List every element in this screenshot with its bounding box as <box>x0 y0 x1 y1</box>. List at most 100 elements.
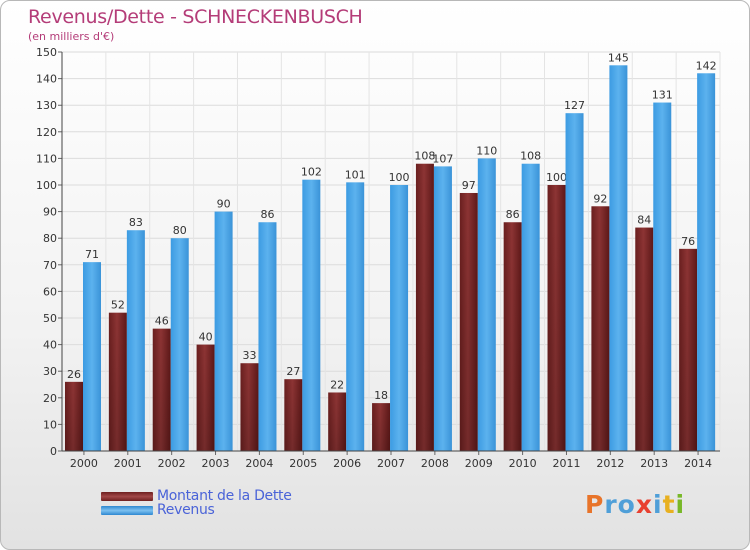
bar-debt-shade <box>591 206 610 451</box>
data-label-debt: 27 <box>286 365 300 378</box>
bar-revenue <box>302 179 321 451</box>
bar-revenue <box>565 113 584 452</box>
x-tick-label: 2013 <box>640 457 668 470</box>
x-tick-label: 2004 <box>245 457 273 470</box>
bar-revenue <box>346 182 365 451</box>
data-label-revenue: 71 <box>85 248 99 261</box>
data-label-debt: 76 <box>681 235 695 248</box>
data-label-revenue: 100 <box>389 171 410 184</box>
bar-debt-shade <box>152 328 171 451</box>
x-tick-label: 2002 <box>158 457 186 470</box>
y-tick-label: 90 <box>43 206 57 219</box>
y-tick-label: 10 <box>43 418 57 431</box>
legend-label-revenue: Revenus <box>157 502 215 518</box>
legend-label-debt: Montant de la Dette <box>157 488 292 504</box>
data-label-debt: 84 <box>637 214 651 227</box>
bar-revenue <box>258 222 277 451</box>
y-tick-label: 100 <box>36 179 57 192</box>
bar-debt-shade <box>415 163 434 451</box>
bar-debt-shade <box>328 392 347 451</box>
chart-title: Revenus/Dette - SCHNECKENBUSCH <box>28 6 363 28</box>
bar-revenue <box>126 230 145 451</box>
proxiti-logo: Proxiti <box>585 490 685 519</box>
bar-debt-shade <box>459 192 478 452</box>
y-tick-label: 50 <box>43 312 57 325</box>
logo-letter: x <box>635 490 653 519</box>
logo-letter: i <box>675 490 686 519</box>
legend-swatch-revenue <box>101 505 153 515</box>
bar-revenue <box>653 102 672 451</box>
logo-letter: P <box>585 490 605 519</box>
bar-debt-shade <box>284 379 303 451</box>
bar-debt-shade <box>108 312 127 451</box>
x-tick-label: 2000 <box>70 457 98 470</box>
y-tick-label: 70 <box>43 259 57 272</box>
x-tick-label: 2001 <box>114 457 142 470</box>
y-tick-label: 110 <box>36 152 57 165</box>
x-tick-label: 2009 <box>465 457 493 470</box>
bar-debt-shade <box>65 381 83 451</box>
data-label-debt: 46 <box>155 315 169 328</box>
data-label-debt: 86 <box>506 208 520 221</box>
legend-swatch-debt <box>101 491 153 501</box>
y-tick-label: 120 <box>36 126 57 139</box>
data-label-revenue: 90 <box>217 198 231 211</box>
logo-letter: i <box>653 490 663 519</box>
data-label-debt: 52 <box>111 299 125 312</box>
bar-chart: 0 10 20 30 40 50 60 70 80 90 100 110 120 130 140 150 26 7… <box>36 46 721 470</box>
data-label-debt: 18 <box>374 389 388 402</box>
data-label-revenue: 107 <box>432 152 453 165</box>
bar-revenue <box>477 158 496 451</box>
x-tick-label: 2012 <box>596 457 624 470</box>
data-label-revenue: 102 <box>301 166 322 179</box>
legend-item-revenue: Revenus <box>101 502 215 518</box>
y-tick-label: 60 <box>43 285 57 298</box>
bar-debt-shade <box>547 185 566 451</box>
y-tick-label: 130 <box>36 99 57 112</box>
legend-item-debt: Montant de la Dette <box>101 488 292 504</box>
data-label-revenue: 86 <box>260 208 274 221</box>
data-label-revenue: 83 <box>129 216 143 229</box>
bar-revenue <box>214 211 233 451</box>
data-label-debt: 97 <box>462 179 476 192</box>
y-tick-label: 80 <box>43 232 57 245</box>
logo-letter: r <box>604 490 618 519</box>
data-label-revenue: 145 <box>608 51 629 64</box>
bar-revenue <box>433 166 452 451</box>
logo-letter: o <box>617 490 636 519</box>
x-tick-label: 2010 <box>509 457 537 470</box>
x-tick-label: 2006 <box>333 457 361 470</box>
data-label-debt: 26 <box>67 368 81 381</box>
bar-debt-shade <box>196 344 215 451</box>
chart-subtitle: (en milliers d'€) <box>28 30 115 43</box>
y-tick-label: 40 <box>43 339 57 352</box>
y-tick-label: 20 <box>43 392 57 405</box>
x-tick-label: 2014 <box>684 457 712 470</box>
data-label-revenue: 142 <box>696 59 717 72</box>
bar-revenue <box>390 185 409 451</box>
data-label-revenue: 127 <box>564 99 585 112</box>
x-tick-label: 2005 <box>289 457 317 470</box>
x-tick-label: 2003 <box>202 457 230 470</box>
y-tick-label: 30 <box>43 365 57 378</box>
data-label-revenue: 108 <box>520 150 541 163</box>
x-tick-label: 2008 <box>421 457 449 470</box>
data-label-debt: 40 <box>199 331 213 344</box>
bar-debt-shade <box>635 227 654 451</box>
data-label-debt: 33 <box>242 349 256 362</box>
data-label-debt: 92 <box>593 192 607 205</box>
y-tick-label: 0 <box>50 445 57 458</box>
bar-revenue <box>170 238 189 451</box>
data-label-revenue: 110 <box>476 144 497 157</box>
bar-revenue <box>697 73 716 451</box>
x-tick-label: 2011 <box>552 457 580 470</box>
data-label-debt: 108 <box>414 150 435 163</box>
data-label-revenue: 80 <box>173 224 187 237</box>
data-label-debt: 100 <box>546 171 567 184</box>
bar-debt-shade <box>503 222 522 451</box>
y-tick-label: 150 <box>36 46 57 59</box>
bar-debt-shade <box>240 363 259 451</box>
data-label-revenue: 101 <box>345 168 366 181</box>
bar-debt-shade <box>372 403 391 451</box>
